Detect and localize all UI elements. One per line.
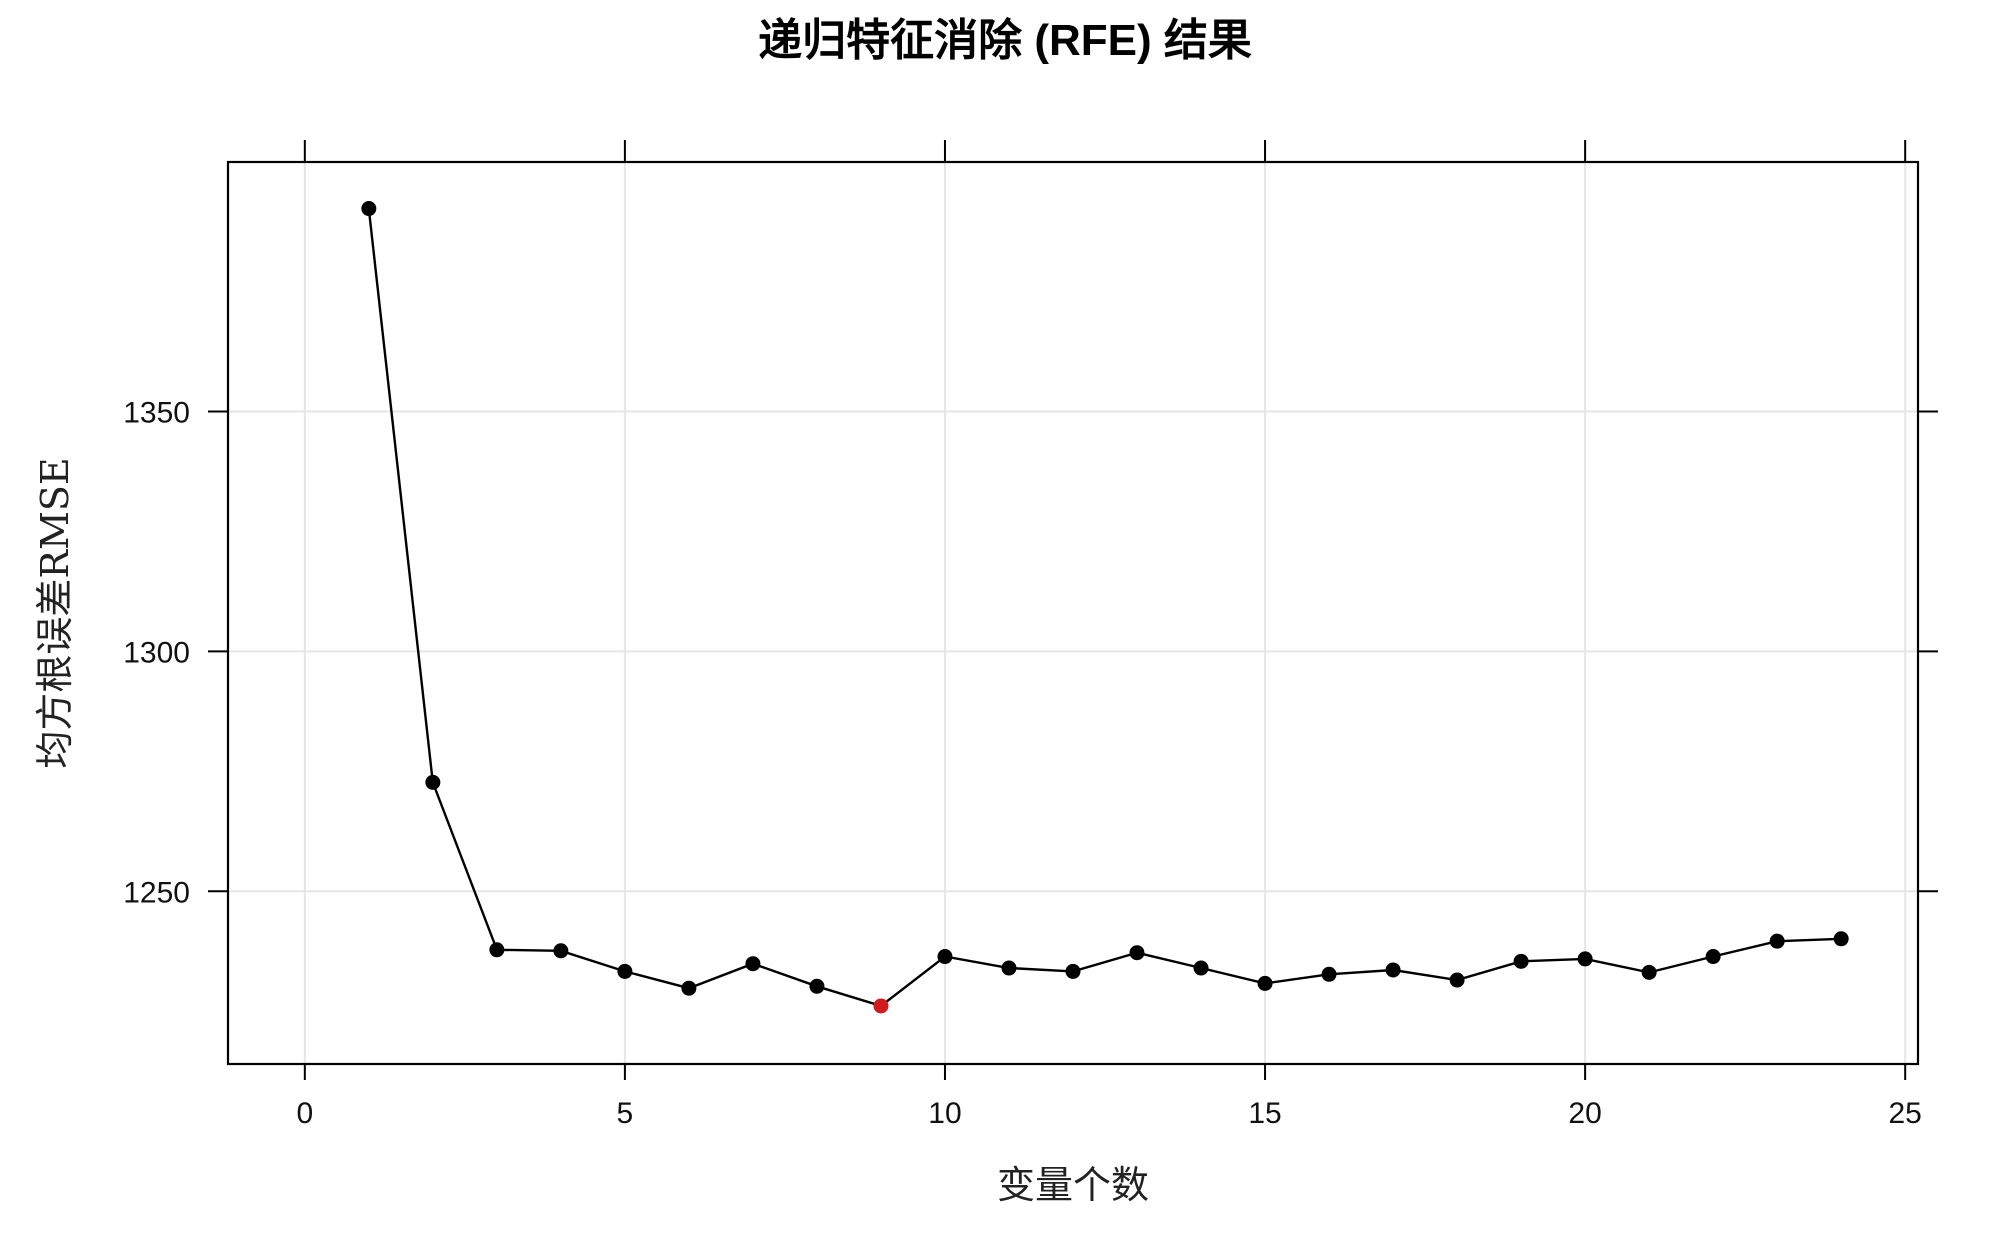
data-point	[1513, 953, 1529, 969]
data-point	[553, 943, 569, 959]
data-point	[1193, 960, 1209, 976]
data-point	[1321, 966, 1337, 982]
data-point	[681, 980, 697, 996]
data-point	[1641, 964, 1657, 980]
data-series	[361, 201, 1849, 1014]
data-point	[1577, 951, 1593, 967]
x-tick-label: 0	[296, 1097, 313, 1130]
data-point	[361, 201, 377, 217]
data-point	[1001, 960, 1017, 976]
grid-lines	[228, 162, 1918, 1064]
x-tick-label: 25	[1889, 1097, 1922, 1130]
x-tick-label: 20	[1568, 1097, 1601, 1130]
data-point	[425, 774, 441, 790]
y-tick-label: 1250	[123, 876, 190, 909]
data-point	[1129, 945, 1145, 961]
plot-frame	[226, 160, 1920, 1066]
x-tick-label: 10	[928, 1097, 961, 1130]
data-point	[745, 956, 761, 972]
data-point	[489, 942, 505, 958]
chart-title: 递归特征消除 (RFE) 结果	[758, 16, 1252, 65]
data-point	[1065, 963, 1081, 979]
x-tick-label: 5	[617, 1097, 634, 1130]
x-tick-label: 15	[1248, 1097, 1281, 1130]
data-point	[809, 978, 825, 994]
data-point	[1385, 962, 1401, 978]
optimal-point	[873, 998, 889, 1014]
data-point	[1257, 975, 1273, 991]
y-tick-label: 1350	[123, 396, 190, 429]
data-point	[1705, 949, 1721, 965]
data-point	[1769, 933, 1785, 949]
y-tick-label: 1300	[123, 636, 190, 669]
data-point	[937, 949, 953, 965]
series-line	[367, 208, 1842, 1008]
data-point	[1833, 931, 1849, 947]
x-axis-label: 变量个数	[997, 1163, 1149, 1207]
data-point	[1449, 972, 1465, 988]
y-axis-label: 均方根误差RMSE	[33, 457, 77, 768]
axis-ticks: 0 5 10 15 20 25 1250 1300 1350	[123, 140, 1938, 1130]
data-point	[617, 963, 633, 979]
